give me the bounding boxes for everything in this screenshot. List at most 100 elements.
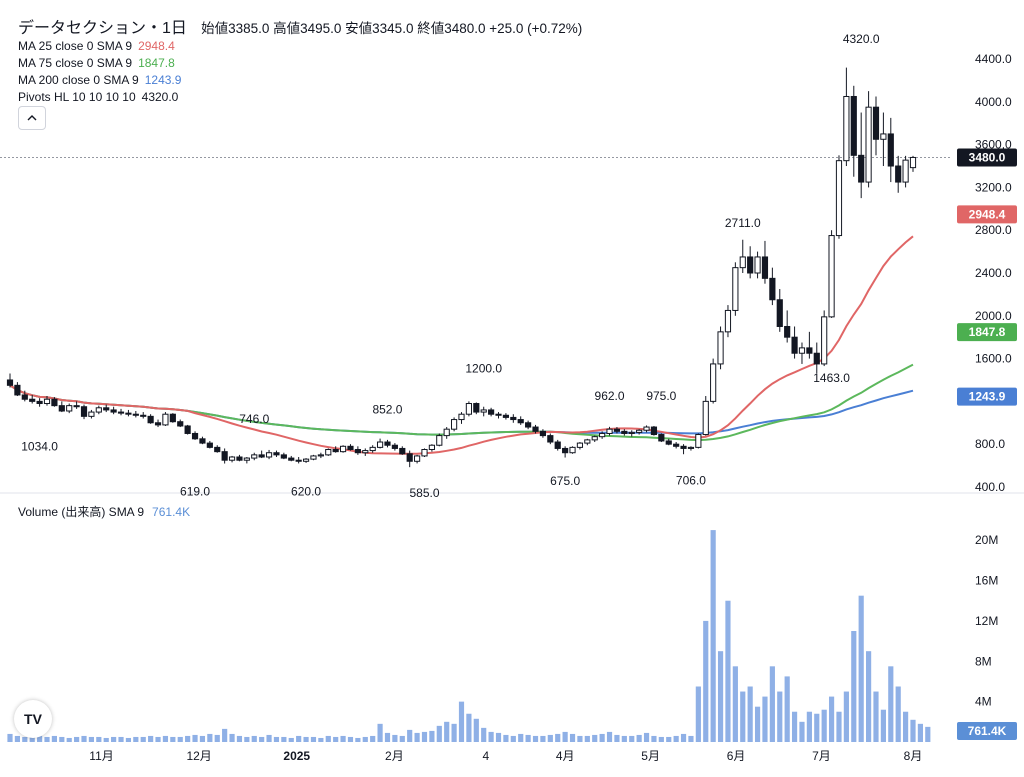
candle-body	[280, 454, 287, 459]
pivot-label: 620.0	[291, 485, 321, 499]
candle-body	[554, 441, 561, 449]
candle	[191, 431, 199, 440]
pivot-label: 2711.0	[725, 216, 761, 230]
candle	[724, 305, 732, 338]
candle	[539, 429, 547, 438]
candle	[495, 412, 502, 419]
indicator-ma75[interactable]: MA 75 close 0 SMA 9 1847.8	[18, 56, 175, 70]
candle-body	[658, 434, 665, 442]
volume-bar	[473, 718, 479, 742]
candle	[391, 443, 398, 451]
candle	[584, 438, 591, 446]
volume-tick-label: 12M	[975, 614, 998, 628]
indicator-pivots[interactable]: Pivots HL 10 10 10 10 4320.0	[18, 90, 178, 104]
volume-bar	[747, 686, 753, 742]
volume-bar	[444, 721, 450, 742]
volume-bar	[525, 734, 531, 742]
volume-bar	[577, 735, 583, 742]
volume-bar	[333, 736, 339, 742]
volume-bar	[340, 735, 346, 742]
candle	[710, 358, 717, 404]
candle-body	[199, 438, 206, 444]
volume-bar	[44, 736, 50, 742]
volume-bar	[540, 735, 546, 742]
x-axis-label: 2月	[385, 749, 404, 763]
candle-body	[591, 436, 598, 441]
candle-body	[184, 425, 191, 434]
candle	[243, 457, 250, 464]
candle	[502, 413, 510, 420]
collapse-legend-button[interactable]	[18, 106, 46, 130]
candle	[347, 444, 354, 451]
candle-body	[302, 458, 310, 462]
candle-body	[665, 440, 672, 445]
candle-body	[576, 442, 584, 448]
candle-body	[510, 416, 517, 421]
volume-bar	[310, 736, 317, 742]
indicator-ma200[interactable]: MA 200 close 0 SMA 9 1243.9	[18, 73, 181, 87]
symbol-title[interactable]: データセクション・1日	[18, 20, 187, 37]
volume-bar	[118, 736, 124, 742]
candle	[821, 310, 828, 367]
volume-bar	[458, 701, 465, 742]
candle	[828, 230, 835, 318]
volume-bar	[710, 530, 716, 742]
candle-body	[724, 309, 732, 333]
volume-bar	[843, 691, 849, 742]
indicator-ma25[interactable]: MA 25 close 0 SMA 9 2948.4	[18, 39, 175, 53]
volume-bar	[851, 631, 857, 742]
candle-body	[421, 449, 428, 457]
candle	[621, 429, 628, 436]
candle-body	[887, 133, 894, 167]
candle-body	[258, 454, 265, 458]
volume-bar	[695, 686, 701, 742]
candle-body	[798, 347, 806, 354]
candle	[754, 251, 761, 279]
volume-legend[interactable]: Volume (出来高) SMA 9 761.4K	[18, 503, 190, 520]
candle-body	[835, 160, 843, 237]
volume-bar	[925, 726, 931, 742]
candle	[6, 373, 14, 388]
candle	[162, 412, 169, 426]
candle-body	[384, 441, 391, 446]
x-axis-label: 2025	[283, 749, 310, 763]
candle	[843, 67, 850, 167]
candle	[643, 425, 650, 433]
candle-body	[88, 411, 95, 417]
pivot-label: 1034.0	[21, 440, 58, 454]
volume-bar	[636, 734, 642, 742]
candle-body	[140, 414, 147, 417]
volume-bar	[777, 691, 783, 742]
candle-body	[347, 445, 354, 451]
candle	[317, 452, 324, 459]
volume-bar	[185, 735, 191, 742]
candle	[221, 448, 228, 464]
candle-body	[695, 434, 702, 448]
volume-bar	[199, 735, 206, 742]
volume-bar	[111, 736, 117, 742]
volume-bar	[784, 676, 790, 742]
price-tick-label: 4400.0	[975, 52, 1012, 66]
candle	[14, 382, 21, 397]
volume-bar	[259, 736, 265, 742]
ma75-line	[9, 363, 914, 442]
candle	[376, 438, 384, 449]
indicator-label: MA 25 close 0 SMA 9	[18, 39, 133, 53]
volume-bar	[828, 696, 835, 742]
volume-bar	[281, 736, 287, 742]
candle-body	[436, 435, 443, 446]
candle	[872, 96, 880, 156]
candle	[354, 446, 361, 455]
indicator-label: Pivots HL 10 10 10 10	[18, 90, 136, 104]
volume-bar	[518, 733, 524, 742]
candle-body	[58, 405, 65, 412]
volume-bar	[584, 735, 590, 742]
tradingview-logo[interactable]: TV	[14, 700, 52, 738]
candle-body	[243, 457, 250, 461]
volume-bar	[421, 731, 428, 742]
volume-bar	[222, 728, 228, 742]
candle-body	[458, 413, 465, 421]
indicator-value: 4320.0	[141, 90, 179, 104]
candle	[29, 394, 36, 404]
